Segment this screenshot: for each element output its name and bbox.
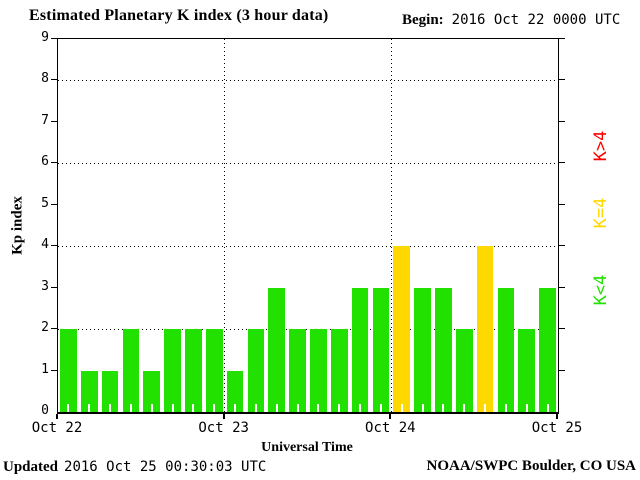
x-axis-title: Universal Time bbox=[261, 440, 353, 455]
updated-text: Updated 2016 Oct 25 00:30:03 UTC bbox=[3, 458, 266, 476]
legend-label-mid: K=4 bbox=[591, 197, 611, 229]
kp-bar bbox=[164, 329, 181, 412]
legend-label-high: K>4 bbox=[591, 130, 611, 162]
begin-group: Begin: 2016 Oct 22 0000 UTC bbox=[402, 11, 620, 29]
kp-bar bbox=[310, 329, 327, 412]
kp-bar bbox=[268, 287, 286, 413]
kp-bar bbox=[205, 329, 223, 412]
gridline-y-8 bbox=[58, 79, 558, 81]
kp-bar bbox=[455, 329, 473, 412]
kp-bar bbox=[351, 287, 369, 413]
y-tick-label-5: 5 bbox=[41, 195, 49, 211]
chart-title: Estimated Planetary K index (3 hour data… bbox=[29, 7, 329, 24]
x-tick-day-2 bbox=[389, 414, 392, 419]
kp-bar bbox=[80, 370, 98, 413]
kp-bar bbox=[122, 329, 140, 412]
kp-bar bbox=[330, 329, 348, 412]
x-day-label-1: Oct 23 bbox=[198, 420, 249, 436]
y-axis-title: Kp index bbox=[9, 196, 26, 255]
kp-bar bbox=[435, 287, 452, 413]
y-tick-right-7 bbox=[559, 120, 565, 122]
y-tick-left-8 bbox=[51, 79, 57, 81]
credit-text: NOAA/SWPC Boulder, CO USA bbox=[426, 458, 636, 474]
y-tick-right-3 bbox=[559, 286, 565, 288]
y-tick-left-6 bbox=[51, 162, 57, 164]
x-tick-day-0 bbox=[56, 414, 58, 419]
y-tick-label-9: 9 bbox=[41, 30, 49, 45]
y-tick-label-2: 2 bbox=[41, 320, 49, 336]
y-tick-label-8: 8 bbox=[41, 71, 49, 87]
legend-label-low: K<4 bbox=[591, 274, 611, 306]
updated-value: 2016 Oct 25 00:30:03 UTC bbox=[64, 459, 267, 475]
y-tick-label-0: 0 bbox=[41, 403, 49, 418]
updated-label: Updated bbox=[3, 459, 59, 475]
gridline-y-4 bbox=[58, 245, 558, 247]
kp-bar bbox=[101, 370, 119, 413]
y-tick-left-3 bbox=[51, 286, 57, 288]
y-tick-left-9 bbox=[51, 38, 57, 39]
y-tick-label-3: 3 bbox=[41, 278, 49, 294]
y-tick-left-5 bbox=[51, 203, 57, 205]
x-day-label-2: Oct 24 bbox=[365, 420, 416, 436]
kp-bar bbox=[476, 246, 494, 412]
gridline-day-2 bbox=[390, 39, 392, 412]
x-day-label-3: Oct 25 bbox=[531, 420, 583, 436]
kp-bar bbox=[226, 370, 244, 413]
y-tick-right-4 bbox=[559, 245, 565, 247]
kp-bar bbox=[289, 329, 306, 412]
kp-bar bbox=[60, 329, 77, 412]
kp-bar bbox=[497, 287, 515, 413]
y-tick-left-7 bbox=[51, 120, 57, 122]
kp-bar bbox=[414, 287, 431, 413]
y-tick-right-5 bbox=[559, 203, 565, 205]
y-tick-left-2 bbox=[51, 328, 57, 330]
begin-value: 2016 Oct 22 0000 UTC bbox=[451, 12, 621, 28]
gridline-y-6 bbox=[58, 162, 558, 164]
y-tick-label-4: 4 bbox=[41, 237, 49, 253]
kp-bar bbox=[247, 329, 265, 412]
y-tick-right-1 bbox=[559, 369, 565, 371]
plot-area bbox=[57, 38, 559, 414]
y-tick-right-6 bbox=[559, 162, 565, 164]
y-tick-right-9 bbox=[559, 38, 565, 39]
x-tick-day-3 bbox=[556, 414, 558, 419]
y-tick-right-8 bbox=[559, 79, 565, 81]
kp-bar bbox=[143, 370, 161, 413]
kp-bar bbox=[539, 287, 556, 413]
kp-bar bbox=[393, 246, 411, 412]
y-tick-label-1: 1 bbox=[41, 361, 49, 377]
begin-label: Begin: bbox=[402, 12, 444, 28]
y-tick-label-6: 6 bbox=[41, 154, 49, 170]
x-day-label-0: Oct 22 bbox=[31, 420, 83, 436]
kp-bar bbox=[372, 287, 390, 413]
kp-bar bbox=[185, 329, 202, 412]
y-tick-right-2 bbox=[559, 328, 565, 330]
y-tick-left-1 bbox=[51, 369, 57, 371]
x-tick-day-1 bbox=[222, 414, 225, 419]
kp-bar bbox=[518, 329, 536, 412]
y-tick-left-4 bbox=[51, 245, 57, 247]
gridline-y-2 bbox=[58, 328, 558, 330]
y-tick-label-7: 7 bbox=[41, 112, 49, 128]
gridline-day-1 bbox=[224, 39, 226, 412]
